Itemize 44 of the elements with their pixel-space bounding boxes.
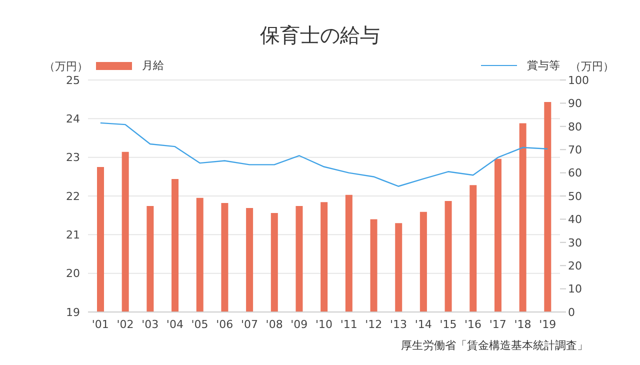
x-tick-label: '14: [414, 318, 432, 331]
y-tick-label: 20: [66, 267, 80, 280]
y-tick-label: 23: [66, 151, 80, 164]
y-tick-label: 21: [66, 228, 80, 242]
x-tick-label: '12: [365, 318, 382, 331]
x-tick-label: '11: [340, 318, 358, 331]
y2-tick-label: 50: [568, 190, 582, 203]
x-tick-label: '13: [390, 318, 408, 331]
y-tick-label: 22: [66, 190, 80, 203]
x-tick-label: '01: [92, 318, 109, 331]
y2-tick-label: 30: [568, 236, 582, 250]
y-tick-label: 24: [66, 112, 80, 126]
x-tick-label: '04: [166, 318, 184, 331]
y2-tick-label: 0: [568, 306, 575, 319]
x-tick-label: '07: [240, 318, 258, 331]
y2-tick-label: 70: [568, 144, 582, 157]
y-axis-title: （万円）: [44, 59, 88, 74]
y2-tick-label: 100: [568, 74, 589, 87]
x-tick-label: '06: [216, 318, 234, 331]
y2-tick-label: 20: [568, 260, 582, 273]
x-tick-label: '02: [116, 318, 134, 331]
x-tick-label: '05: [191, 318, 208, 331]
y2-tick-label: 80: [568, 120, 582, 134]
x-tick-label: '17: [489, 318, 506, 331]
y2-axis-title: （万円）: [570, 59, 614, 74]
y-tick-label: 19: [66, 306, 80, 319]
x-tick-label: '16: [464, 318, 482, 331]
x-tick-label: '08: [266, 318, 283, 331]
text: 厚生労働省「賃金構造基本統計調査」: [401, 338, 588, 353]
x-tick-label: '10: [315, 318, 333, 331]
x-tick-label: '03: [142, 318, 159, 331]
y2-tick-label: 10: [568, 282, 582, 296]
x-tick-label: '19: [539, 318, 556, 331]
y-tick-label: 25: [66, 74, 80, 87]
x-tick-label: '15: [440, 318, 457, 331]
y2-tick-label: 40: [568, 213, 582, 226]
line-series: [100, 122, 548, 187]
x-tick-label: '18: [514, 318, 532, 331]
legend-label: 賞与等: [526, 58, 560, 73]
legend-label: 月給: [141, 58, 164, 73]
y2-tick-label: 60: [568, 166, 582, 180]
chart-title: 保育士の給与: [259, 22, 381, 49]
x-tick-label: '09: [290, 318, 308, 331]
y2-tick-label: 90: [568, 97, 582, 110]
